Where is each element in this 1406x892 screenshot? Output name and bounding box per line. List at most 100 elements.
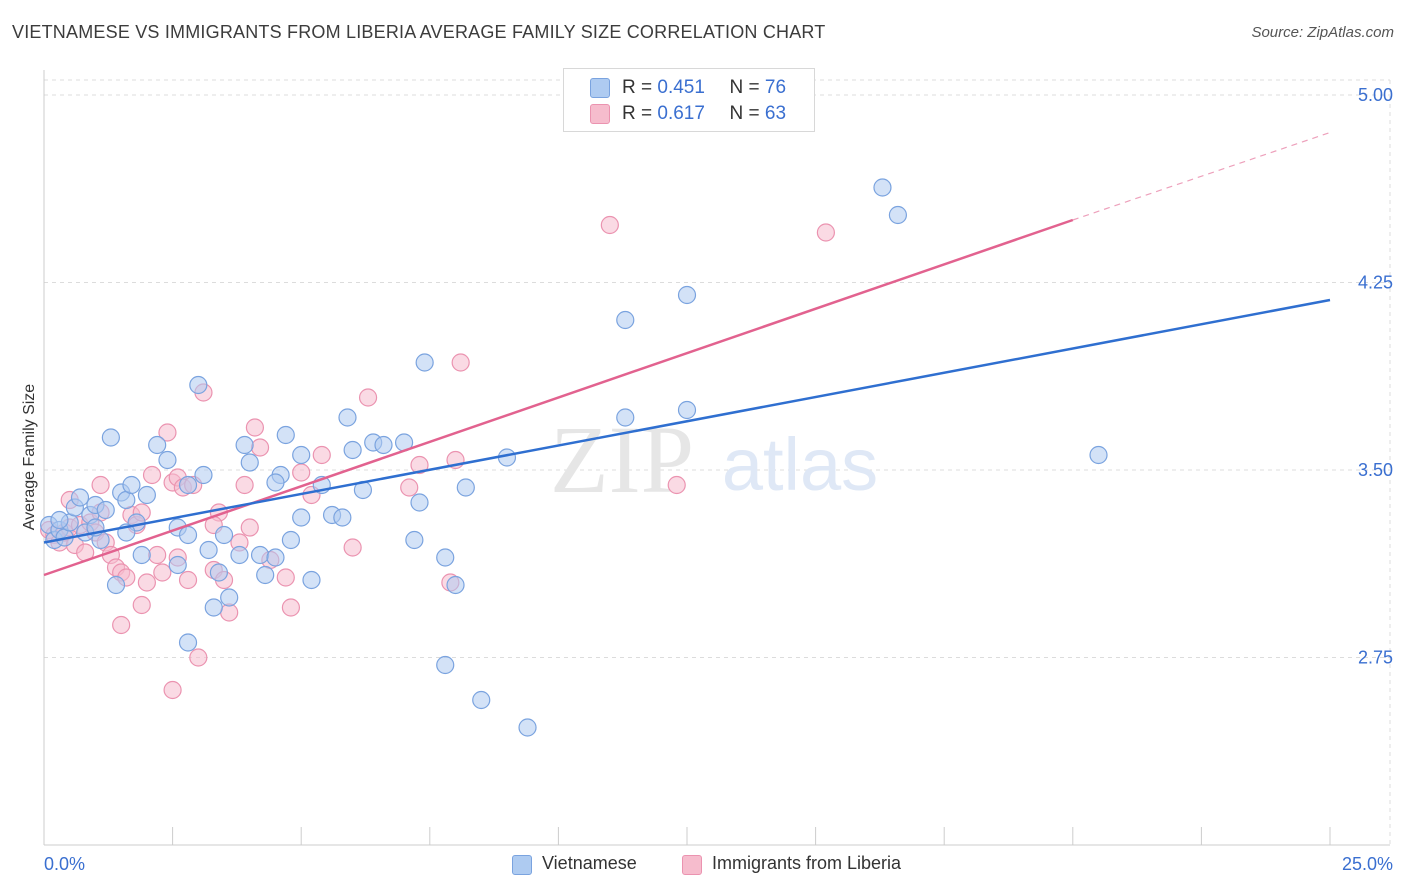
vietnamese-point <box>436 548 455 567</box>
vietnamese-point <box>405 530 424 550</box>
vietnamese-point <box>616 310 635 330</box>
liberia-point <box>250 438 270 457</box>
vietnamese-point <box>250 545 270 565</box>
vietnamese-point <box>677 285 697 305</box>
liberia-point <box>158 423 177 442</box>
liberia-point <box>137 573 156 592</box>
vietnamese-point <box>101 428 120 447</box>
tick-labels: 2.75 3.50 4.25 5.00 0.0% 25.0% <box>44 85 1393 874</box>
vietnamese-point <box>374 435 393 455</box>
liberia-point <box>276 568 295 587</box>
liberia-point <box>245 418 265 437</box>
vietnamese-point <box>338 408 357 427</box>
vietnamese-point <box>276 425 295 445</box>
vietnamese-point <box>333 508 352 527</box>
chart-title: VIETNAMESE VS IMMIGRANTS FROM LIBERIA AV… <box>12 22 826 42</box>
y-tick-label: 3.50 <box>1358 460 1393 480</box>
vietnamese-point <box>214 525 234 545</box>
liberia-trend-extension <box>1072 131 1331 221</box>
y-tick-label: 4.25 <box>1358 273 1393 293</box>
liberia-point <box>451 353 470 372</box>
vietnamese-point <box>235 435 254 455</box>
y-tick-label: 5.00 <box>1358 85 1393 105</box>
vietnamese-point <box>873 178 892 197</box>
vietnamese-point <box>1089 445 1108 465</box>
liberia-point <box>240 518 259 537</box>
liberia-point <box>132 595 151 615</box>
vietnamese-point <box>194 465 213 485</box>
vietnamese-point <box>132 545 151 565</box>
vietnamese-point <box>677 400 697 420</box>
x-tick-label-max: 25.0% <box>1342 854 1393 874</box>
vietnamese-point <box>122 475 141 495</box>
liberia-point <box>292 463 311 482</box>
n-value-vietnamese: 76 <box>764 77 787 98</box>
liberia-point <box>178 570 198 590</box>
liberia-trend-line <box>43 218 1074 577</box>
liberia-legend-swatch <box>682 855 702 875</box>
vietnamese-point <box>343 440 362 460</box>
vietnamese-point <box>292 445 311 465</box>
vietnamese-point <box>266 473 285 492</box>
liberia-point <box>142 465 162 485</box>
r-value-vietnamese: 0.451 <box>657 77 705 98</box>
liberia-point <box>163 680 182 700</box>
y-tick-label: 2.75 <box>1358 648 1393 668</box>
liberia-point <box>235 475 254 495</box>
vietnamese-point <box>415 353 434 372</box>
vietnamese-point <box>472 690 491 710</box>
vietnamese-point <box>616 408 635 427</box>
vietnamese-point <box>230 545 249 565</box>
liberia-point <box>816 223 835 242</box>
liberia-point <box>343 538 362 557</box>
r-label: R = <box>622 77 653 98</box>
vietnamese-point <box>199 540 218 560</box>
vietnamese-point <box>137 485 156 505</box>
vietnamese-trend-line <box>43 298 1331 544</box>
vietnamese-point <box>204 598 223 617</box>
vietnamese-point <box>302 570 321 590</box>
liberia-point <box>148 545 167 565</box>
vietnamese-point <box>168 555 187 575</box>
vietnamese-point <box>96 500 115 520</box>
watermark-atlas: atlas <box>722 423 878 506</box>
axes <box>43 70 1390 846</box>
liberia-point <box>400 478 419 497</box>
vietnamese-point <box>158 450 177 470</box>
liberia-point <box>91 475 110 495</box>
vietnamese-point <box>189 375 208 395</box>
vietnamese-point <box>148 435 167 455</box>
x-tick-label-min: 0.0% <box>44 854 85 874</box>
watermark: ZIP atlas <box>550 406 878 513</box>
vietnamese-point <box>70 488 90 507</box>
n-label: N = <box>729 77 760 98</box>
vietnamese-point <box>281 530 301 550</box>
n-label: N = <box>729 103 760 124</box>
vietnamese-point <box>178 525 198 545</box>
r-label: R = <box>622 103 653 124</box>
vietnamese-point <box>240 453 259 472</box>
vietnamese-swatch <box>590 78 610 98</box>
vietnamese-legend-swatch <box>512 855 532 875</box>
legend-label-liberia: Immigrants from Liberia <box>712 853 902 873</box>
source-credit: Source: ZipAtlas.com <box>1251 24 1394 41</box>
liberia-point <box>281 598 301 617</box>
vietnamese-point <box>456 478 475 497</box>
liberia-point <box>312 445 331 465</box>
liberia-point <box>358 388 378 407</box>
legend-label-vietnamese: Vietnamese <box>542 853 637 873</box>
vietnamese-point <box>266 548 285 567</box>
vietnamese-point <box>518 718 537 737</box>
vietnamese-point <box>446 575 465 595</box>
vietnamese-point <box>256 565 275 585</box>
liberia-point <box>410 455 429 475</box>
n-value-liberia: 63 <box>764 103 787 124</box>
vietnamese-point <box>888 205 908 225</box>
vietnamese-point <box>410 493 429 512</box>
vietnamese-points <box>40 178 1108 737</box>
vietnamese-point <box>178 475 198 495</box>
vietnamese-point <box>292 508 311 527</box>
liberia-swatch <box>590 104 610 124</box>
trend-lines <box>43 131 1331 577</box>
